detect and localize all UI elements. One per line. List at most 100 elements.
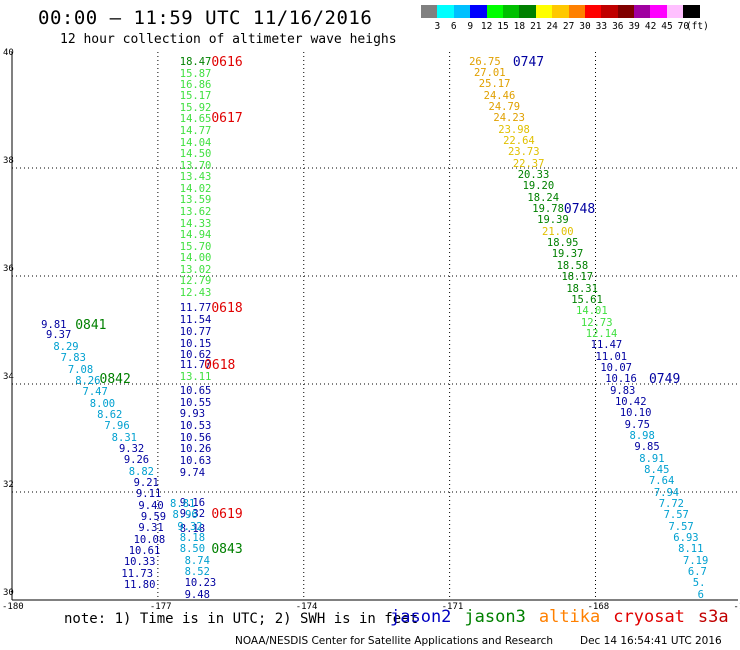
orbit-number-label: 0747 <box>512 54 545 70</box>
wave-height-value: 26.75 <box>469 55 501 68</box>
latitude-tick-label: 36 <box>3 264 14 274</box>
satellite-legend-item: jason3 <box>464 607 526 627</box>
wave-height-value: 10.56 <box>179 431 212 444</box>
wave-height-value: 9.32 <box>118 442 145 455</box>
wave-height-value: 14.77 <box>179 125 212 138</box>
wave-height-value: 9.32 <box>179 508 206 521</box>
wave-height-value: 24.79 <box>488 101 521 114</box>
wave-height-value: 23.73 <box>507 146 540 159</box>
wave-height-value: 18.95 <box>546 237 579 250</box>
wave-height-value: 13.59 <box>179 194 212 207</box>
wave-height-value: 13.70 <box>179 159 212 172</box>
wave-height-value: 13.11 <box>179 370 212 383</box>
page-subtitle: 12 hour collection of altimeter wave hei… <box>60 32 397 47</box>
wave-height-value: 8.62 <box>97 408 123 421</box>
page-title: 00:00 – 11:59 UTC 11/16/2016 <box>38 7 373 29</box>
wave-height-value: 7.72 <box>658 497 684 510</box>
scale-swatch <box>683 5 700 18</box>
wave-height-value: 9.75 <box>624 418 650 431</box>
wave-height-value: 9.85 <box>634 441 660 454</box>
scale-label: 24 <box>546 21 558 32</box>
wave-height-value: 10.62 <box>179 348 212 361</box>
wave-height-value: 10.63 <box>179 454 212 467</box>
wave-height-value: 7.83 <box>60 352 86 365</box>
longitude-tick-label: -16 <box>733 602 740 612</box>
footer-note: note: 1) Time is in UTC; 2) SWH is in fe… <box>64 611 419 627</box>
scale-swatch <box>601 5 618 18</box>
scale-label: 70 <box>677 21 690 32</box>
wave-height-value: 8.74 <box>184 554 210 567</box>
scale-swatch <box>486 5 503 18</box>
wave-height-value: 8.81 <box>170 497 196 510</box>
wave-height-value: 14.65 <box>179 113 212 126</box>
wave-height-value: 8.31 <box>111 431 137 444</box>
wave-height-value: 10.55 <box>179 396 212 409</box>
wave-height-value: 14.02 <box>179 183 212 196</box>
scale-swatch <box>535 5 553 18</box>
wave-height-value: 10.65 <box>179 385 212 398</box>
wave-height-value: 10.10 <box>619 407 652 420</box>
wave-height-value: 14.94 <box>179 229 212 242</box>
wave-height-value: 15.61 <box>571 293 603 306</box>
wave-height-value: 8.00 <box>89 397 116 410</box>
scale-label: 30 <box>579 21 591 32</box>
wave-height-value: 7.57 <box>663 509 689 522</box>
wave-height-value: 8.91 <box>639 452 665 465</box>
scale-label: 39 <box>628 21 640 32</box>
orbit-number-label: 0618 <box>211 301 243 317</box>
scale-swatch <box>584 5 602 18</box>
wave-height-value: 8.18 <box>179 522 206 535</box>
footer-timestamp: Dec 14 16:54:41 UTC 2016 <box>580 635 722 647</box>
wave-height-value: 9.81 <box>41 318 67 331</box>
wave-height-value: 9.37 <box>46 329 72 342</box>
scale-label: 42 <box>644 21 657 32</box>
wave-height-value: 7.19 <box>683 554 709 567</box>
wave-height-value: 18.47 <box>179 55 212 68</box>
wave-height-value: 10.33 <box>123 556 156 569</box>
wave-height-value: 10.15 <box>179 337 212 350</box>
latitude-tick-label: 32 <box>3 480 14 490</box>
wave-height-value: 8.18 <box>179 531 206 544</box>
wave-height-value: 9.11 <box>135 488 162 501</box>
orbit-number-label: 0841 <box>75 317 107 333</box>
wave-height-value: 15.87 <box>179 67 212 80</box>
wave-height-value: 16.86 <box>179 78 212 91</box>
wave-height-value: 24.23 <box>493 112 525 125</box>
wave-height-value: 19.20 <box>522 180 555 193</box>
scale-swatch <box>650 5 667 18</box>
latitude-tick-label: 40 <box>3 48 14 58</box>
scale-swatch <box>568 5 585 18</box>
satellite-legend: jason2 jason3 altika cryosat s3a <box>390 607 729 627</box>
scale-swatch <box>666 5 684 18</box>
wave-height-value: 18.24 <box>527 191 560 204</box>
wave-height-value: 8.45 <box>644 463 670 476</box>
wave-height-value: 10.08 <box>133 533 166 546</box>
wave-height-value: 22.64 <box>503 135 535 148</box>
wave-height-value: 7.96 <box>104 420 130 433</box>
wave-height-value: 14.04 <box>179 136 212 149</box>
wave-height-value: 21.00 <box>542 225 574 238</box>
wave-height-value: 8.98 <box>629 429 655 442</box>
wave-height-value: 12.73 <box>580 316 613 329</box>
satellite-legend-item: jason2 <box>390 607 452 627</box>
wave-height-value: 8.11 <box>678 543 704 556</box>
scale-label: 18 <box>513 21 526 32</box>
orbit-number-label: 0748 <box>563 202 596 218</box>
scale-swatch <box>470 5 487 18</box>
wave-height-value: 9.59 <box>140 510 167 523</box>
wave-height-value: 11.77 <box>179 302 212 315</box>
satellite-legend-item: altika <box>538 607 601 627</box>
orbit-number-label: 0749 <box>648 372 681 388</box>
wave-height-value: 7.64 <box>648 475 675 488</box>
wave-height-value: 10.42 <box>614 395 647 408</box>
longitude-tick-label: -174 <box>295 602 318 612</box>
scale-swatch <box>617 5 635 18</box>
satellite-legend-item: s3a <box>697 607 729 627</box>
wave-height-value: 5. <box>692 577 706 590</box>
satellite-legend-item: cryosat <box>613 607 685 627</box>
orbit-number-label: 0842 <box>99 372 131 388</box>
scale-label: 36 <box>612 21 624 32</box>
wave-height-value: 19.78 <box>532 203 564 216</box>
scale-swatch <box>519 5 536 18</box>
